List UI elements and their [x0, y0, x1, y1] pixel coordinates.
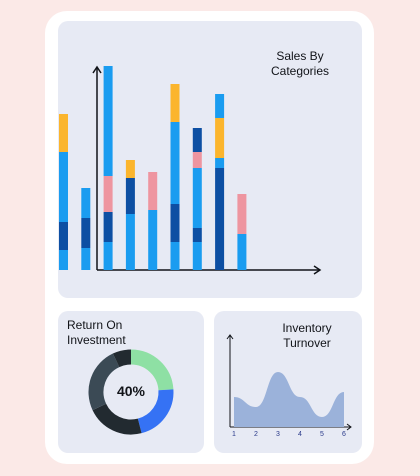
- bar-7-segment-5: [192, 152, 202, 168]
- area-x-arrow-icon: [346, 423, 352, 431]
- bar-2-segment-1: [81, 248, 91, 270]
- bar-6-segment-1: [170, 242, 180, 270]
- bar-6-segment-4: [170, 84, 180, 122]
- x-tick-4: 4: [298, 431, 302, 438]
- bar-7-segment-7: [192, 128, 202, 152]
- donut-segment-5: [112, 349, 132, 368]
- return-on-investment-panel: Return On Investment 40%: [58, 311, 204, 453]
- bar-6-segment-2: [170, 204, 180, 242]
- area-y-arrow-icon: [226, 334, 234, 340]
- bar-5-segment-1: [148, 210, 158, 270]
- x-tick-2: 2: [254, 431, 258, 438]
- x-tick-1: 1: [232, 431, 236, 438]
- bar-1-segment-4: [59, 114, 68, 152]
- donut-segment-4: [88, 353, 120, 411]
- bar-3-segment-6: [103, 66, 113, 176]
- bar-3-segment-1: [103, 242, 113, 270]
- donut-segment-1: [130, 349, 174, 391]
- x-tick-6: 6: [342, 431, 346, 438]
- x-tick-3: 3: [276, 431, 280, 438]
- inventory-turnover-panel: Inventory Turnover 1 2 3 4 5 6: [214, 311, 362, 453]
- sales-chart-title: Sales By Categories: [270, 49, 330, 78]
- x-tick-5: 5: [320, 431, 324, 438]
- bar-4-segment-4: [125, 160, 135, 178]
- bar-5-segment-5: [148, 172, 158, 210]
- roi-donut-chart: [88, 349, 174, 435]
- bar-9-segment-5: [237, 194, 247, 234]
- bar-7-segment-2: [192, 228, 202, 242]
- bar-2-segment-2: [81, 218, 91, 248]
- bar-1-segment-2: [59, 222, 68, 250]
- bar-1-segment-1: [59, 250, 68, 270]
- bar-8-segment-4: [215, 118, 225, 158]
- inventory-area: [234, 372, 344, 427]
- sales-by-categories-panel: Sales By Categories: [58, 21, 362, 298]
- roi-percent-label: 40%: [116, 383, 146, 399]
- bar-8-segment-3: [215, 158, 225, 168]
- bar-3-segment-5: [103, 176, 113, 212]
- inventory-area-chart: 1 2 3 4 5 6: [226, 334, 352, 438]
- bar-4-segment-2: [125, 178, 135, 214]
- bar-2-segment-3: [81, 188, 91, 218]
- bar-1-segment-3: [59, 152, 68, 222]
- roi-title: Return On Investment: [67, 318, 126, 347]
- x-axis-arrow-icon: [313, 265, 322, 275]
- donut-segment-2: [137, 389, 174, 434]
- bar-9-segment-3: [237, 234, 247, 270]
- inventory-title: Inventory Turnover: [282, 321, 332, 350]
- y-axis-arrow-icon: [92, 65, 102, 74]
- bar-7-segment-1: [192, 242, 202, 270]
- bar-4-segment-1: [125, 214, 135, 270]
- sales-bar-chart: [59, 65, 322, 275]
- bar-7-segment-3: [192, 168, 202, 228]
- bar-8-segment-6: [215, 94, 225, 118]
- bar-8-segment-2: [215, 168, 225, 270]
- bar-6-segment-3: [170, 122, 180, 204]
- donut-segment-3: [92, 403, 142, 435]
- bar-3-segment-2: [103, 212, 113, 242]
